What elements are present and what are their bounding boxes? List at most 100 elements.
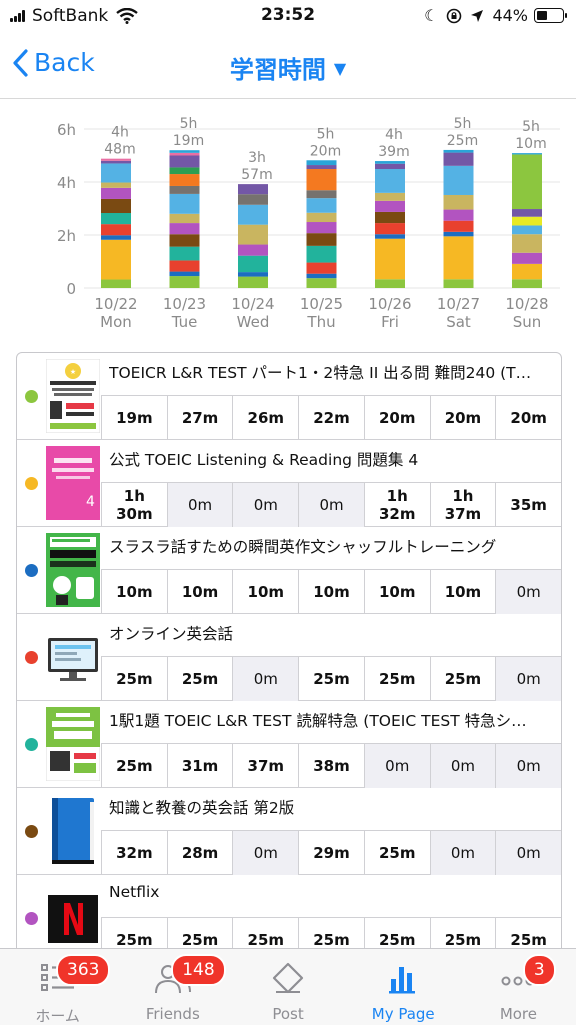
time-cell[interactable]: 10m: [101, 570, 167, 614]
bar-segment[interactable]: [169, 234, 200, 247]
time-cell[interactable]: 0m: [495, 744, 561, 788]
bar-segment[interactable]: [512, 252, 542, 264]
time-cell[interactable]: 20m: [363, 396, 430, 440]
bar-segment[interactable]: [375, 234, 405, 239]
list-item[interactable]: 4 公式 TOEIC Listening & Reading 問題集 4 1h 30…: [17, 440, 561, 527]
bar-segment[interactable]: [101, 182, 131, 188]
bar-segment[interactable]: [169, 271, 200, 277]
time-cell[interactable]: 25m: [363, 657, 430, 701]
bar-segment[interactable]: [306, 245, 337, 263]
time-cell[interactable]: 25m: [232, 918, 298, 953]
bar-segment[interactable]: [101, 158, 131, 161]
time-cell[interactable]: 25m: [495, 918, 561, 953]
time-cell[interactable]: 0m: [495, 657, 561, 701]
bar-segment[interactable]: [101, 213, 131, 225]
bar-segment[interactable]: [512, 153, 542, 155]
time-cell[interactable]: 25m: [101, 918, 167, 953]
bar-segment[interactable]: [443, 236, 474, 280]
time-cell[interactable]: 10m: [429, 570, 496, 614]
bar-segment[interactable]: [512, 216, 542, 226]
bar-segment[interactable]: [169, 223, 200, 235]
bar-segment[interactable]: [375, 163, 405, 170]
time-cell[interactable]: 0m: [495, 570, 561, 614]
list-item[interactable]: オンライン英会話 25m 25m 0m 25m 25m 25m 0m: [17, 614, 561, 701]
bar-segment[interactable]: [306, 273, 337, 279]
bar-segment[interactable]: [101, 187, 131, 199]
bar-segment[interactable]: [238, 276, 268, 288]
bar-segment[interactable]: [101, 239, 131, 280]
bar-segment[interactable]: [169, 155, 200, 168]
bar-segment[interactable]: [375, 223, 405, 235]
time-cell[interactable]: 0m: [232, 831, 299, 875]
tab-home-list[interactable]: ホーム 363: [0, 949, 115, 1025]
time-cell[interactable]: 38m: [298, 744, 364, 788]
time-cell[interactable]: 22m: [298, 396, 364, 440]
bar-segment[interactable]: [375, 169, 405, 193]
bar-segment[interactable]: [443, 149, 474, 153]
time-cell[interactable]: 25m: [298, 657, 364, 701]
bar-segment[interactable]: [443, 231, 474, 237]
time-cell[interactable]: 29m: [298, 831, 364, 875]
study-materials-list[interactable]: ★ TOEICR L&R TEST パート1・2特急 II 出る問 難問240 (…: [16, 352, 562, 954]
time-cell[interactable]: 25m: [429, 657, 496, 701]
tab-more-dots[interactable]: More 3: [461, 949, 576, 1025]
list-item[interactable]: ★ TOEICR L&R TEST パート1・2特急 II 出る問 難問240 (…: [17, 353, 561, 440]
time-cell[interactable]: 25m: [298, 918, 364, 953]
time-cell[interactable]: 20m: [495, 396, 561, 440]
time-cell[interactable]: 27m: [166, 396, 233, 440]
time-cell[interactable]: 10m: [298, 570, 364, 614]
bar-segment[interactable]: [169, 185, 200, 194]
time-cell[interactable]: 0m: [232, 657, 299, 701]
time-cell[interactable]: 10m: [363, 570, 430, 614]
list-item[interactable]: Netflix 25m 25m 25m 25m 25m 25m 25m: [17, 875, 561, 953]
bar-segment[interactable]: [512, 154, 542, 210]
bar-segment[interactable]: [443, 152, 474, 166]
time-cell[interactable]: 25m: [363, 831, 430, 875]
time-cell[interactable]: 32m: [101, 831, 167, 875]
time-cell[interactable]: 1h 30m: [101, 483, 167, 527]
bar-segment[interactable]: [306, 169, 337, 191]
time-cell[interactable]: 37m: [232, 744, 298, 788]
bar-segment[interactable]: [101, 224, 131, 236]
tab-post-pencil[interactable]: Post: [230, 949, 345, 1025]
time-cell[interactable]: 25m: [101, 657, 167, 701]
time-cell[interactable]: 0m: [298, 483, 364, 527]
bar-segment[interactable]: [306, 160, 337, 166]
time-cell[interactable]: 0m: [232, 483, 299, 527]
bar-segment[interactable]: [443, 194, 474, 210]
time-cell[interactable]: 10m: [166, 570, 233, 614]
bar-segment[interactable]: [443, 209, 474, 221]
bar-segment[interactable]: [169, 246, 200, 261]
list-item[interactable]: 1駅1題 TOEIC L&R TEST 読解特急 (TOEIC TEST 特急シ…: [17, 701, 561, 788]
bar-segment[interactable]: [375, 238, 405, 280]
tab-bar-chart[interactable]: My Page: [346, 949, 461, 1025]
time-cell[interactable]: 25m: [101, 744, 167, 788]
bar-segment[interactable]: [101, 279, 131, 288]
bar-segment[interactable]: [306, 262, 337, 274]
time-cell[interactable]: 0m: [429, 831, 496, 875]
time-cell[interactable]: 26m: [232, 396, 298, 440]
bar-segment[interactable]: [169, 174, 200, 186]
bar-segment[interactable]: [238, 194, 268, 205]
bar-segment[interactable]: [238, 272, 268, 277]
bar-segment[interactable]: [169, 152, 200, 156]
bar-segment[interactable]: [101, 235, 131, 240]
bar-segment[interactable]: [306, 198, 337, 213]
bar-segment[interactable]: [306, 233, 337, 246]
bar-segment[interactable]: [375, 279, 405, 288]
tab-friends[interactable]: Friends 148: [115, 949, 230, 1025]
time-cell[interactable]: 0m: [363, 744, 430, 788]
list-item[interactable]: スラスラ話すための瞬間英作文シャッフルトレーニング 10m 10m 10m 10m 10m…: [17, 527, 561, 614]
bar-segment[interactable]: [169, 150, 200, 153]
bar-segment[interactable]: [169, 276, 200, 288]
bar-segment[interactable]: [101, 160, 131, 164]
bar-segment[interactable]: [443, 279, 474, 288]
bar-segment[interactable]: [238, 224, 268, 245]
bar-segment[interactable]: [101, 198, 131, 214]
page-title-dropdown[interactable]: 学習時間 ▼: [0, 50, 576, 85]
time-cell[interactable]: 0m: [166, 483, 233, 527]
bar-segment[interactable]: [375, 192, 405, 201]
time-cell[interactable]: 25m: [166, 918, 233, 953]
bar-segment[interactable]: [512, 225, 542, 235]
bar-segment[interactable]: [512, 279, 542, 288]
